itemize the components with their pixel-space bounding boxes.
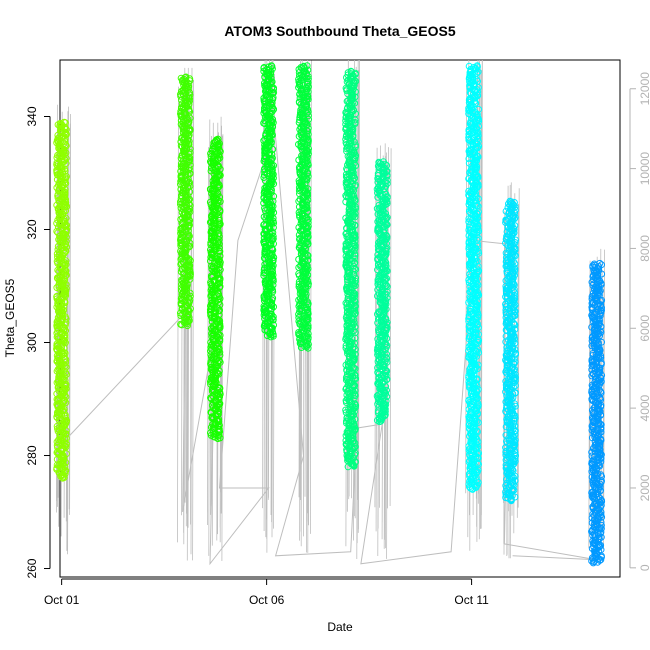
data-point bbox=[467, 465, 474, 473]
data-point bbox=[265, 72, 273, 80]
series-2 bbox=[177, 73, 194, 330]
data-point bbox=[343, 229, 351, 237]
data-point bbox=[208, 218, 215, 226]
data-point bbox=[351, 451, 359, 459]
series-1 bbox=[53, 118, 71, 482]
series-4 bbox=[260, 62, 278, 341]
series-5 bbox=[295, 62, 312, 352]
data-point bbox=[466, 150, 474, 158]
series-9 bbox=[502, 197, 519, 505]
data-point bbox=[58, 124, 65, 132]
data-point bbox=[350, 282, 357, 290]
data-point bbox=[297, 106, 305, 114]
data-point bbox=[504, 259, 512, 266]
data-point bbox=[383, 350, 390, 358]
data-point bbox=[598, 270, 606, 278]
data-point bbox=[296, 165, 304, 173]
data-point bbox=[214, 183, 222, 191]
data-point bbox=[502, 368, 510, 376]
data-point bbox=[596, 312, 604, 320]
data-point bbox=[344, 463, 352, 471]
data-point bbox=[507, 497, 515, 505]
data-point bbox=[177, 204, 185, 212]
data-point bbox=[505, 424, 513, 432]
data-point bbox=[466, 399, 474, 406]
data-point bbox=[207, 292, 215, 300]
data-point bbox=[53, 219, 61, 227]
series-10 bbox=[588, 259, 606, 567]
data-point bbox=[597, 421, 605, 429]
chart-title: ATOM3 Southbound Theta_GEOS5 bbox=[224, 23, 455, 39]
data-point bbox=[184, 299, 192, 306]
data-point bbox=[475, 249, 483, 257]
data-point bbox=[590, 444, 598, 452]
data-point bbox=[268, 302, 276, 310]
data-point bbox=[261, 113, 269, 121]
data-point bbox=[474, 135, 482, 143]
data-point bbox=[214, 435, 222, 443]
data-point bbox=[510, 415, 518, 423]
series-3 bbox=[206, 135, 224, 443]
data-point bbox=[62, 272, 69, 280]
data-point bbox=[260, 269, 268, 277]
data-point bbox=[297, 344, 305, 351]
series-8 bbox=[465, 62, 483, 493]
series-7 bbox=[373, 158, 391, 426]
data-point bbox=[303, 92, 311, 100]
data-point bbox=[184, 222, 192, 230]
data-point bbox=[512, 350, 519, 358]
data-point bbox=[215, 233, 223, 241]
data-point bbox=[207, 257, 214, 265]
data-point bbox=[502, 491, 510, 498]
data-point bbox=[597, 458, 605, 466]
data-point bbox=[295, 99, 303, 106]
data-point bbox=[59, 474, 67, 482]
data-point bbox=[588, 278, 596, 286]
data-point bbox=[269, 224, 277, 231]
series-6 bbox=[342, 67, 360, 471]
data-point bbox=[61, 299, 69, 307]
data-point bbox=[177, 240, 185, 248]
altitude-profile bbox=[56, 59, 605, 566]
data-point bbox=[465, 207, 473, 215]
data-point bbox=[179, 270, 187, 278]
data-point bbox=[597, 309, 605, 317]
data-point bbox=[178, 174, 186, 182]
data-point bbox=[216, 261, 224, 269]
data-point bbox=[503, 369, 511, 377]
data-point bbox=[474, 144, 482, 151]
data-point bbox=[212, 375, 219, 383]
data-point bbox=[60, 277, 68, 285]
data-series bbox=[53, 62, 606, 567]
data-point bbox=[469, 485, 477, 493]
data-point bbox=[592, 293, 600, 301]
data-point bbox=[466, 223, 474, 231]
data-point bbox=[183, 322, 191, 330]
data-point bbox=[260, 294, 268, 301]
data-point bbox=[304, 305, 312, 313]
data-point bbox=[351, 334, 359, 342]
data-point bbox=[376, 418, 384, 426]
data-point bbox=[267, 333, 275, 341]
data-point bbox=[215, 330, 222, 338]
plot-box bbox=[59, 59, 621, 578]
data-point bbox=[511, 382, 519, 390]
data-point bbox=[207, 159, 215, 167]
data-point bbox=[465, 155, 473, 163]
data-point bbox=[303, 225, 311, 233]
data-point bbox=[215, 357, 223, 365]
data-point bbox=[303, 343, 311, 351]
data-point bbox=[186, 161, 194, 169]
data-point bbox=[589, 358, 597, 366]
data-point bbox=[383, 172, 391, 180]
data-point bbox=[260, 199, 268, 207]
data-point bbox=[502, 306, 510, 314]
data-point bbox=[304, 108, 312, 116]
data-point bbox=[374, 364, 382, 372]
data-point bbox=[304, 344, 312, 352]
data-point bbox=[62, 399, 70, 407]
data-point bbox=[261, 83, 269, 91]
data-point bbox=[374, 193, 382, 201]
